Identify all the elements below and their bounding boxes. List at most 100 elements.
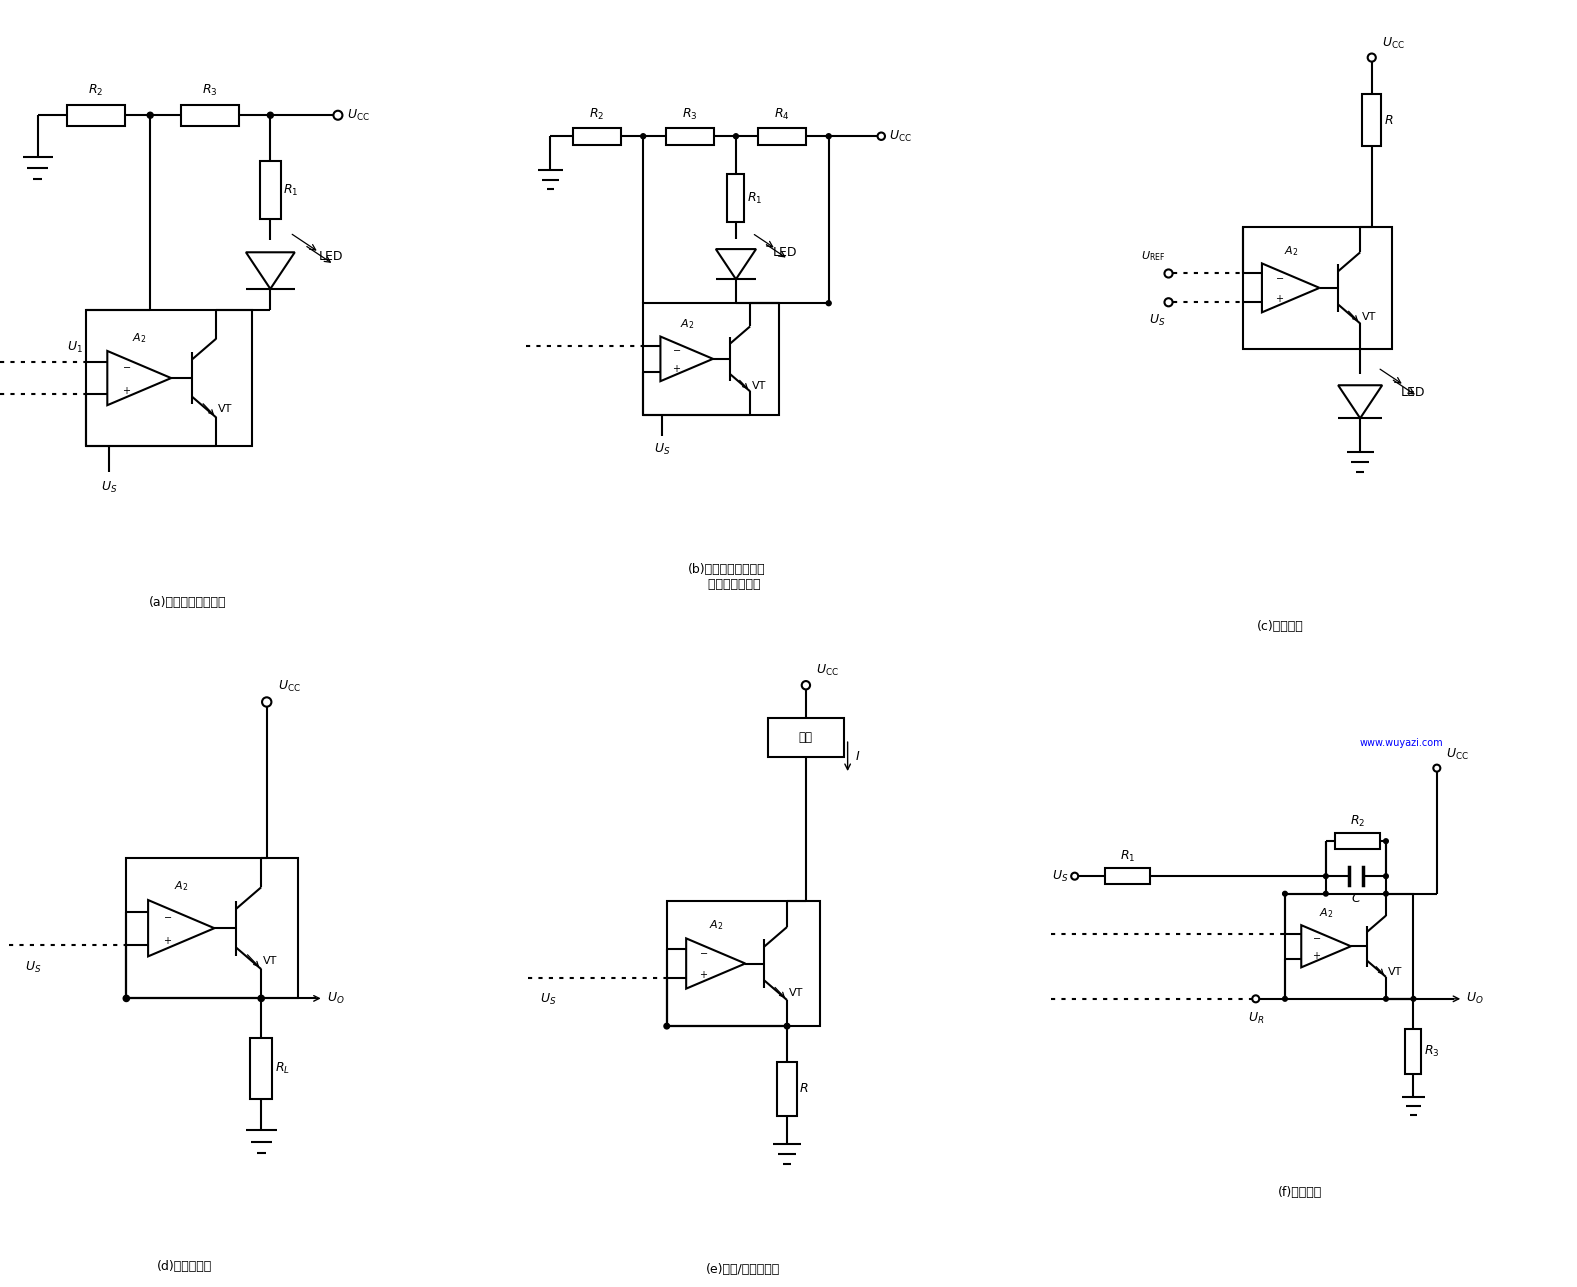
Text: $U_{\mathrm{CC}}$: $U_{\mathrm{CC}}$ [889,129,912,144]
Circle shape [1383,874,1388,879]
Bar [727,174,744,223]
Circle shape [1383,839,1388,843]
Text: $U_R$: $U_R$ [1247,1010,1263,1026]
Circle shape [259,995,265,1001]
Text: $R_L$: $R_L$ [274,1060,290,1076]
Text: $U_S$: $U_S$ [541,992,557,1008]
Text: $R_4$: $R_4$ [774,107,790,122]
Polygon shape [107,351,172,405]
Text: $A_2$: $A_2$ [680,318,694,331]
Bar [1104,869,1150,884]
Text: $R_3$: $R_3$ [202,84,218,98]
Circle shape [1071,873,1079,880]
Polygon shape [1339,385,1381,418]
Text: $+$: $+$ [164,936,172,946]
Text: $R_2$: $R_2$ [590,107,604,122]
Bar [181,106,240,126]
Text: www.wuyazi.com: www.wuyazi.com [1359,737,1443,748]
Circle shape [262,698,271,707]
Text: $U_O$: $U_O$ [328,991,345,1006]
Text: $U_S$: $U_S$ [1052,869,1069,884]
Text: $U_1$: $U_1$ [66,340,82,355]
Polygon shape [716,250,755,279]
Text: $R_1$: $R_1$ [747,190,762,206]
Text: VT: VT [752,381,766,390]
Text: (e)电压/电流转换器: (e)电压/电流转换器 [706,1263,781,1275]
Polygon shape [148,900,214,956]
Text: (d)电压跟随器: (d)电压跟随器 [158,1260,213,1273]
Circle shape [640,134,645,139]
Text: (f)积分电路: (f)积分电路 [1277,1185,1322,1198]
Text: $-$: $-$ [1312,932,1320,942]
Text: $R_3$: $R_3$ [681,107,697,122]
Circle shape [801,681,811,690]
Text: 负载: 负载 [800,731,812,744]
Text: LED: LED [773,246,798,260]
Bar [260,161,281,219]
Text: $U_{\mathrm{REF}}$: $U_{\mathrm{REF}}$ [1140,250,1165,264]
Text: (c)接地负载: (c)接地负载 [1257,620,1304,633]
Text: VT: VT [218,404,232,414]
Bar [87,310,252,445]
Text: $+$: $+$ [1274,293,1284,304]
Circle shape [1323,874,1328,879]
Circle shape [1383,996,1388,1001]
Bar [665,127,713,144]
Circle shape [877,133,885,140]
Text: $U_{\mathrm{CC}}$: $U_{\mathrm{CC}}$ [347,108,371,122]
Circle shape [1411,996,1416,1001]
Text: $A_2$: $A_2$ [1318,906,1333,920]
Circle shape [147,112,153,118]
Text: VT: VT [1363,311,1377,322]
Text: $+$: $+$ [699,969,708,981]
Text: $A_2$: $A_2$ [173,879,188,893]
Bar [768,718,844,757]
Text: $R$: $R$ [800,1082,809,1095]
Circle shape [784,1023,790,1028]
Text: VT: VT [263,955,278,965]
Text: $R$: $R$ [1383,113,1392,126]
Text: $+$: $+$ [1312,950,1320,961]
Text: $U_S$: $U_S$ [653,443,670,457]
Text: $U_{\mathrm{CC}}$: $U_{\mathrm{CC}}$ [1381,36,1405,50]
Circle shape [826,134,831,139]
Text: VT: VT [788,988,803,997]
Text: $R_2$: $R_2$ [1350,815,1366,829]
Text: $R_3$: $R_3$ [1424,1044,1440,1059]
Text: $-$: $-$ [699,947,708,958]
Circle shape [1433,764,1440,772]
Text: $+$: $+$ [121,385,131,395]
Bar [572,127,621,144]
Text: $U_O$: $U_O$ [1467,991,1484,1006]
Circle shape [123,995,129,1001]
Text: $C$: $C$ [1350,892,1361,905]
Circle shape [664,1023,670,1028]
Text: $-$: $-$ [1274,272,1284,282]
Bar [759,127,806,144]
Bar [1363,94,1381,147]
Circle shape [733,134,738,139]
Bar [1243,227,1392,349]
Text: VT: VT [1388,967,1402,977]
Text: $R_1$: $R_1$ [284,183,300,198]
Bar [1334,833,1380,849]
Bar [667,901,820,1026]
Text: $-$: $-$ [121,360,131,371]
Circle shape [268,112,273,118]
Circle shape [1383,892,1388,896]
Bar [1285,893,1413,999]
Polygon shape [1262,264,1320,313]
Text: LED: LED [319,251,344,264]
Bar [251,1039,271,1099]
Text: (b)具有滞后作用的超
    速报警指示电路: (b)具有滞后作用的超 速报警指示电路 [688,562,765,591]
Text: $A_2$: $A_2$ [132,331,147,345]
Circle shape [1323,892,1328,896]
Text: $U_S$: $U_S$ [25,960,41,976]
Circle shape [1252,995,1260,1003]
Circle shape [1282,996,1287,1001]
Bar [643,304,779,414]
Circle shape [1367,54,1375,62]
Circle shape [1164,299,1173,306]
Text: $U_{\mathrm{CC}}$: $U_{\mathrm{CC}}$ [279,680,301,694]
Text: $-$: $-$ [164,911,172,920]
